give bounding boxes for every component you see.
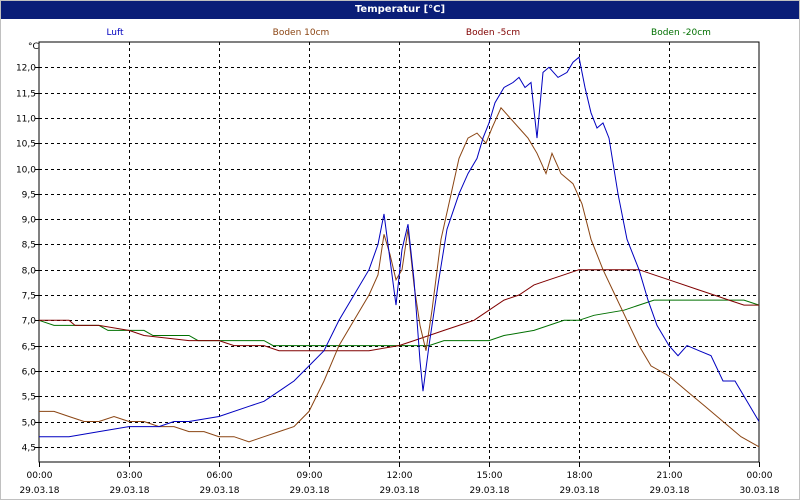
y-tick-label: 5,0: [22, 419, 37, 429]
x-axis: 00:00 29.03.18 03:00 29.03.18 06:00 29.03.18 0…: [19, 462, 780, 496]
x-tick-time: 00:00: [747, 471, 773, 481]
x-tick-time: 12:00: [387, 471, 413, 481]
y-axis: 4,5 5,0 5,5 6,0 6,5 7,0 7,5 8,0 8,5 9,0 9,5 10,0 10,…: [16, 64, 39, 454]
x-tick-date: 30.03.18: [739, 486, 779, 496]
series-line: [39, 269, 759, 352]
legend-entry: Boden -20cm: [651, 28, 711, 38]
y-tick-label: 9,0: [22, 216, 37, 226]
y-tick-label: 8,5: [22, 241, 36, 251]
y-tick-label: 12,0: [16, 64, 36, 74]
x-tick-time: 21:00: [657, 471, 683, 481]
x-tick-time: 03:00: [117, 471, 143, 481]
x-tick-date: 29.03.18: [649, 486, 689, 496]
y-tick-label: 10,0: [16, 166, 36, 176]
series-lines: [38, 56, 760, 448]
grid: [39, 42, 759, 462]
y-tick-label: 9,5: [22, 191, 36, 201]
y-tick-label: 6,5: [22, 343, 36, 353]
legend: Luft Boden 10cm Boden -5cm Boden -20cm: [106, 28, 711, 38]
y-tick-label: 11,5: [16, 90, 36, 100]
x-tick-time: 09:00: [297, 471, 323, 481]
y-tick-label: 10,5: [16, 140, 36, 150]
x-tick-time: 00:00: [27, 471, 53, 481]
y-axis-unit: °C: [28, 42, 39, 52]
x-tick-time: 18:00: [567, 471, 593, 481]
x-tick-date: 29.03.18: [289, 486, 329, 496]
y-tick-label: 6,0: [22, 368, 37, 378]
y-tick-label: 4,5: [22, 444, 36, 454]
legend-entry: Luft: [106, 28, 124, 38]
series-line: [39, 106, 760, 448]
x-tick-date: 29.03.18: [379, 486, 419, 496]
x-tick-time: 06:00: [207, 471, 233, 481]
legend-entry: Boden 10cm: [273, 28, 330, 38]
y-tick-label: 7,0: [22, 317, 37, 327]
window-title: Temperatur [°C]: [1, 1, 799, 19]
x-tick-date: 29.03.18: [469, 486, 509, 496]
x-tick-time: 15:00: [477, 471, 503, 481]
y-tick-label: 11,0: [16, 115, 36, 125]
y-tick-label: 7,5: [22, 292, 36, 302]
legend-entry: Boden -5cm: [466, 28, 520, 38]
series-line: [39, 56, 760, 438]
y-tick-label: 8,0: [22, 267, 37, 277]
x-tick-date: 29.03.18: [559, 486, 599, 496]
x-tick-date: 29.03.18: [199, 486, 239, 496]
y-tick-label: 5,5: [22, 393, 36, 403]
x-tick-date: 29.03.18: [19, 486, 59, 496]
x-tick-date: 29.03.18: [109, 486, 149, 496]
